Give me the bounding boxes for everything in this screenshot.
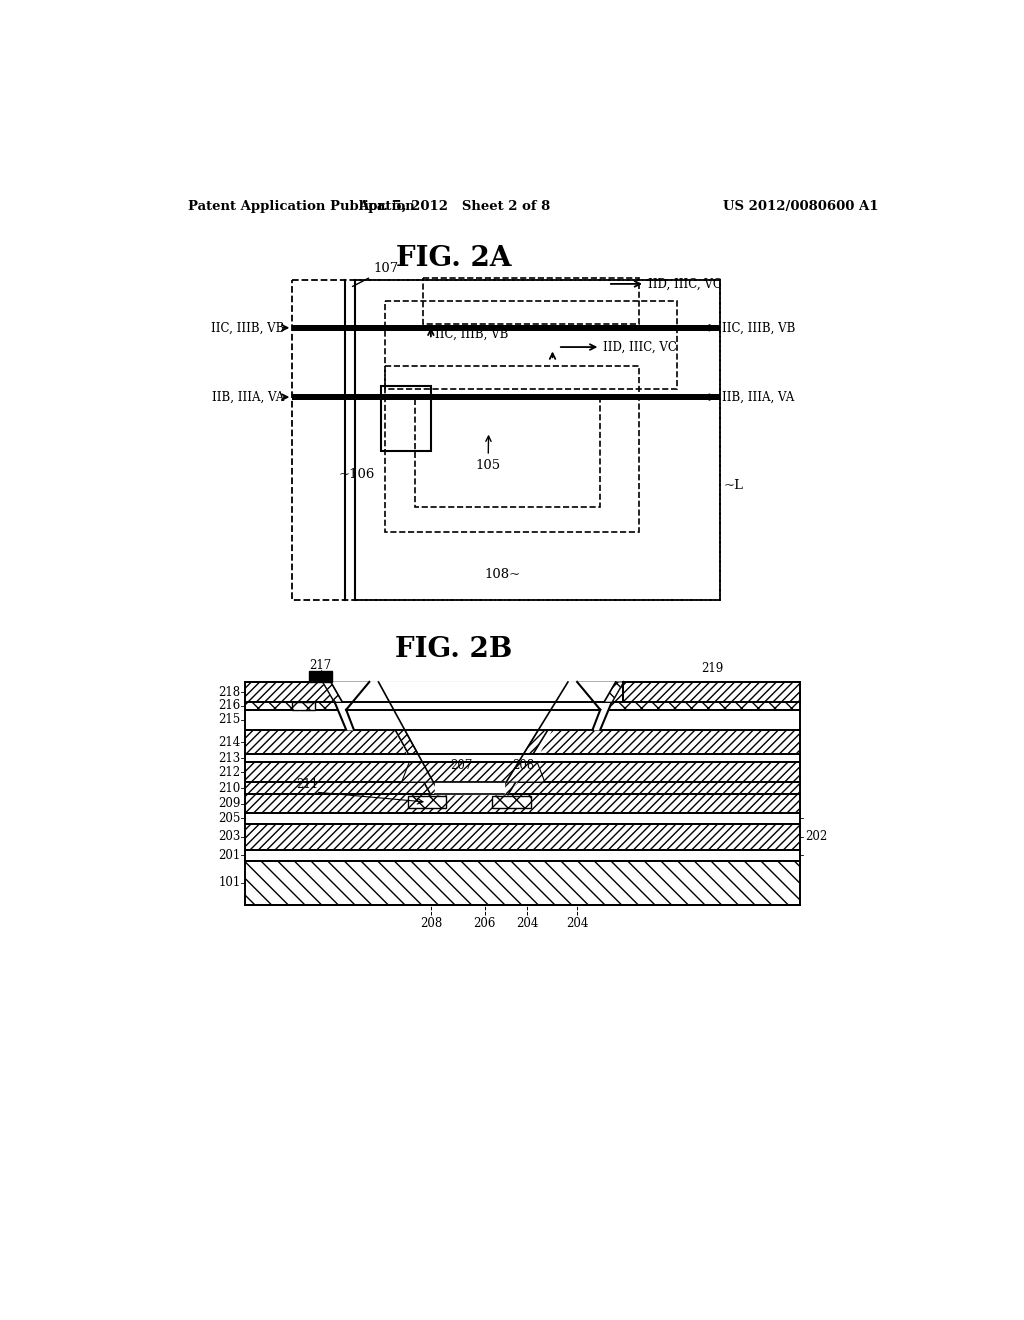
Text: FIG. 2A: FIG. 2A [396, 246, 512, 272]
Text: ~L: ~L [724, 479, 743, 492]
Bar [292, 395, 720, 400]
Bar [381, 385, 431, 451]
Polygon shape [323, 682, 624, 702]
Bar [245, 850, 801, 861]
Bar [245, 762, 801, 781]
Text: 107: 107 [352, 263, 399, 286]
Text: IID, IIIC, VC: IID, IIIC, VC [648, 277, 722, 290]
Text: 217: 217 [309, 659, 332, 672]
Text: 213: 213 [218, 751, 241, 764]
Text: 215: 215 [218, 713, 241, 726]
Polygon shape [370, 682, 440, 795]
Text: 201: 201 [218, 849, 241, 862]
Text: 210: 210 [218, 781, 241, 795]
Text: 214: 214 [218, 735, 241, 748]
Polygon shape [335, 702, 611, 730]
Bar [385, 301, 677, 389]
Text: 216: 216 [218, 700, 241, 713]
Text: ~106: ~106 [339, 467, 375, 480]
Text: IIC, IIIB, VB: IIC, IIIB, VB [435, 327, 509, 341]
Text: 206: 206 [473, 917, 496, 929]
Bar [245, 710, 801, 730]
Bar [245, 795, 801, 813]
Text: IIC, IIIB, VB: IIC, IIIB, VB [211, 321, 285, 334]
Bar [245, 755, 801, 762]
Text: 207: 207 [451, 759, 473, 772]
Text: 211: 211 [296, 779, 318, 792]
Polygon shape [323, 682, 342, 702]
Bar [423, 277, 639, 323]
Text: 205: 205 [218, 812, 241, 825]
Text: Apr. 5, 2012   Sheet 2 of 8: Apr. 5, 2012 Sheet 2 of 8 [357, 199, 550, 213]
Text: 204: 204 [566, 917, 589, 929]
Text: Patent Application Publication: Patent Application Publication [188, 199, 415, 213]
Text: 218: 218 [218, 685, 241, 698]
Text: 203: 203 [218, 830, 241, 843]
Bar [355, 280, 720, 599]
Polygon shape [346, 710, 600, 730]
Polygon shape [370, 682, 578, 795]
Text: IIC, IIIB, VB: IIC, IIIB, VB [722, 321, 796, 334]
Bar [245, 702, 801, 710]
Bar [292, 325, 720, 331]
Text: 108~: 108~ [484, 568, 521, 581]
Bar [245, 861, 801, 906]
Bar [245, 824, 801, 850]
Text: 212: 212 [218, 766, 241, 779]
Bar [245, 730, 801, 755]
Text: 208: 208 [420, 917, 442, 929]
Bar [245, 813, 801, 824]
Polygon shape [408, 755, 539, 762]
Text: 105: 105 [475, 436, 501, 471]
Polygon shape [346, 682, 600, 710]
Text: IID, IIIC, VC: IID, IIIC, VC [603, 341, 677, 354]
Bar [408, 796, 446, 808]
Polygon shape [435, 781, 504, 795]
Polygon shape [604, 682, 624, 702]
Bar [493, 796, 531, 808]
Bar [292, 280, 720, 599]
Bar [624, 682, 801, 702]
Polygon shape [401, 762, 545, 781]
Text: IIB, IIIA, VA: IIB, IIIA, VA [722, 391, 795, 404]
Text: 101: 101 [218, 876, 241, 890]
Bar [309, 671, 333, 682]
Polygon shape [499, 682, 578, 795]
Text: 204: 204 [516, 917, 539, 929]
Text: 209: 209 [218, 797, 241, 810]
Bar [245, 781, 801, 795]
Text: 208: 208 [512, 759, 535, 772]
Bar [385, 367, 639, 532]
Bar [416, 396, 600, 507]
Text: 219: 219 [700, 661, 723, 675]
Bar [245, 682, 801, 702]
Text: IIB, IIIA, VA: IIB, IIIA, VA [212, 391, 285, 404]
Text: FIG. 2B: FIG. 2B [395, 636, 513, 663]
Bar [292, 702, 315, 710]
Text: 202: 202 [805, 830, 827, 843]
Text: US 2012/0080600 A1: US 2012/0080600 A1 [723, 199, 879, 213]
